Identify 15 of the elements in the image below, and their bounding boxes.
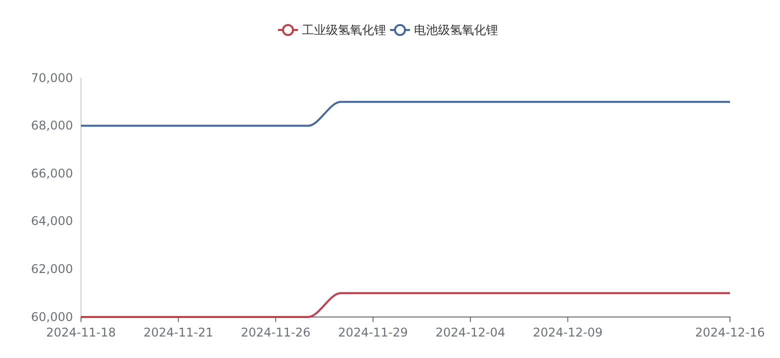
x-tick-label: 2024-11-18	[46, 326, 116, 340]
legend-label: 电池级氢氧化锂	[414, 23, 498, 37]
x-tick-label: 2024-12-09	[532, 326, 603, 340]
x-tick-label: 2024-12-16	[695, 326, 765, 340]
x-tick-label: 2024-11-29	[338, 326, 408, 340]
y-tick-label: 64,000	[31, 214, 73, 228]
y-tick-label: 68,000	[31, 118, 73, 133]
x-tick-label: 2024-12-04	[436, 326, 506, 340]
y-tick-label: 62,000	[31, 262, 73, 276]
y-tick-label: 66,000	[31, 166, 73, 180]
legend-label: 工业级氢氧化锂	[302, 23, 386, 37]
x-tick-label: 2024-11-26	[240, 326, 311, 340]
x-tick-label: 2024-11-21	[143, 326, 214, 340]
y-tick-label: 70,000	[31, 70, 73, 85]
y-tick-label: 60,000	[31, 310, 73, 324]
